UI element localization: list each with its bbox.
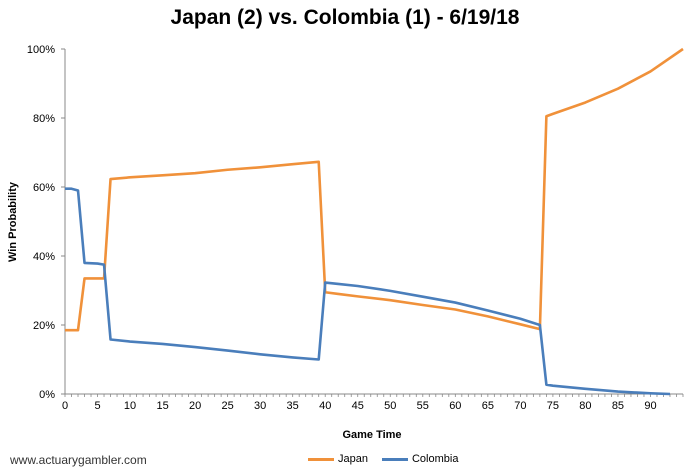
x-axis-label: Game Time	[342, 429, 401, 441]
x-tick-label: 25	[222, 400, 234, 412]
x-tick-label: 80	[579, 400, 591, 412]
x-tick-label: 65	[482, 400, 494, 412]
legend-item-colombia: Colombia	[381, 453, 459, 465]
series-line-japan	[65, 47, 684, 332]
x-tick-label: 45	[352, 400, 364, 412]
x-tick-label: 35	[287, 400, 299, 412]
x-tick-label: 20	[189, 400, 201, 412]
series-layer	[65, 47, 684, 396]
y-axis-ticks: 0% 20% 40% 60% 80% 100%	[27, 44, 65, 401]
x-tick-label: 70	[514, 400, 526, 412]
legend-swatch-japan	[308, 457, 334, 461]
legend-label-japan: Japan	[338, 453, 368, 465]
x-axis-ticks: 0 5 10 15 20 25 30 35 40 45 50 55 60 65 70 75 80 85 90	[62, 394, 684, 412]
x-tick-label: 55	[417, 400, 429, 412]
x-tick-label: 0	[62, 400, 68, 412]
x-tick-label: 85	[612, 400, 624, 412]
x-tick-label: 10	[124, 400, 136, 412]
x-tick-label: 40	[319, 400, 331, 412]
x-tick-label: 75	[547, 400, 559, 412]
x-tick-label: 5	[94, 400, 100, 412]
y-axis-label: Win Probability	[7, 181, 19, 262]
x-tick-label: 60	[449, 400, 461, 412]
series-line-colombia	[65, 187, 671, 396]
y-tick-label: 80%	[33, 113, 55, 125]
legend-label-colombia: Colombia	[411, 453, 459, 465]
y-tick-label: 100%	[27, 44, 55, 56]
y-tick-label: 60%	[33, 182, 55, 194]
axes	[64, 49, 683, 395]
legend-item-japan: Japan	[308, 453, 368, 465]
y-tick-label: 40%	[33, 251, 55, 263]
x-tick-label: 30	[254, 400, 266, 412]
x-tick-label: 50	[384, 400, 396, 412]
x-tick-label: 90	[644, 400, 656, 412]
y-tick-label: 20%	[33, 320, 55, 332]
chart-title: Japan (2) vs. Colombia (1) - 6/19/18	[170, 6, 520, 29]
footer-credit: www.actuarygambler.com	[10, 453, 147, 467]
legend-swatch-colombia	[381, 457, 408, 461]
legend: Japan Colombia	[308, 453, 458, 465]
x-tick-label: 15	[156, 400, 168, 412]
y-tick-label: 0%	[39, 389, 55, 401]
